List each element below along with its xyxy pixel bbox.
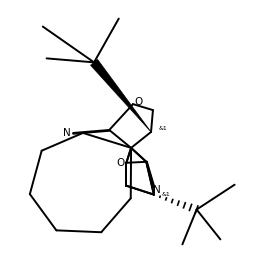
Polygon shape	[90, 59, 151, 132]
Text: &1: &1	[161, 192, 170, 197]
Text: N: N	[63, 128, 71, 138]
Text: N: N	[152, 185, 160, 195]
Text: O: O	[134, 97, 142, 107]
Text: &1: &1	[159, 126, 167, 131]
Text: O: O	[116, 158, 124, 168]
